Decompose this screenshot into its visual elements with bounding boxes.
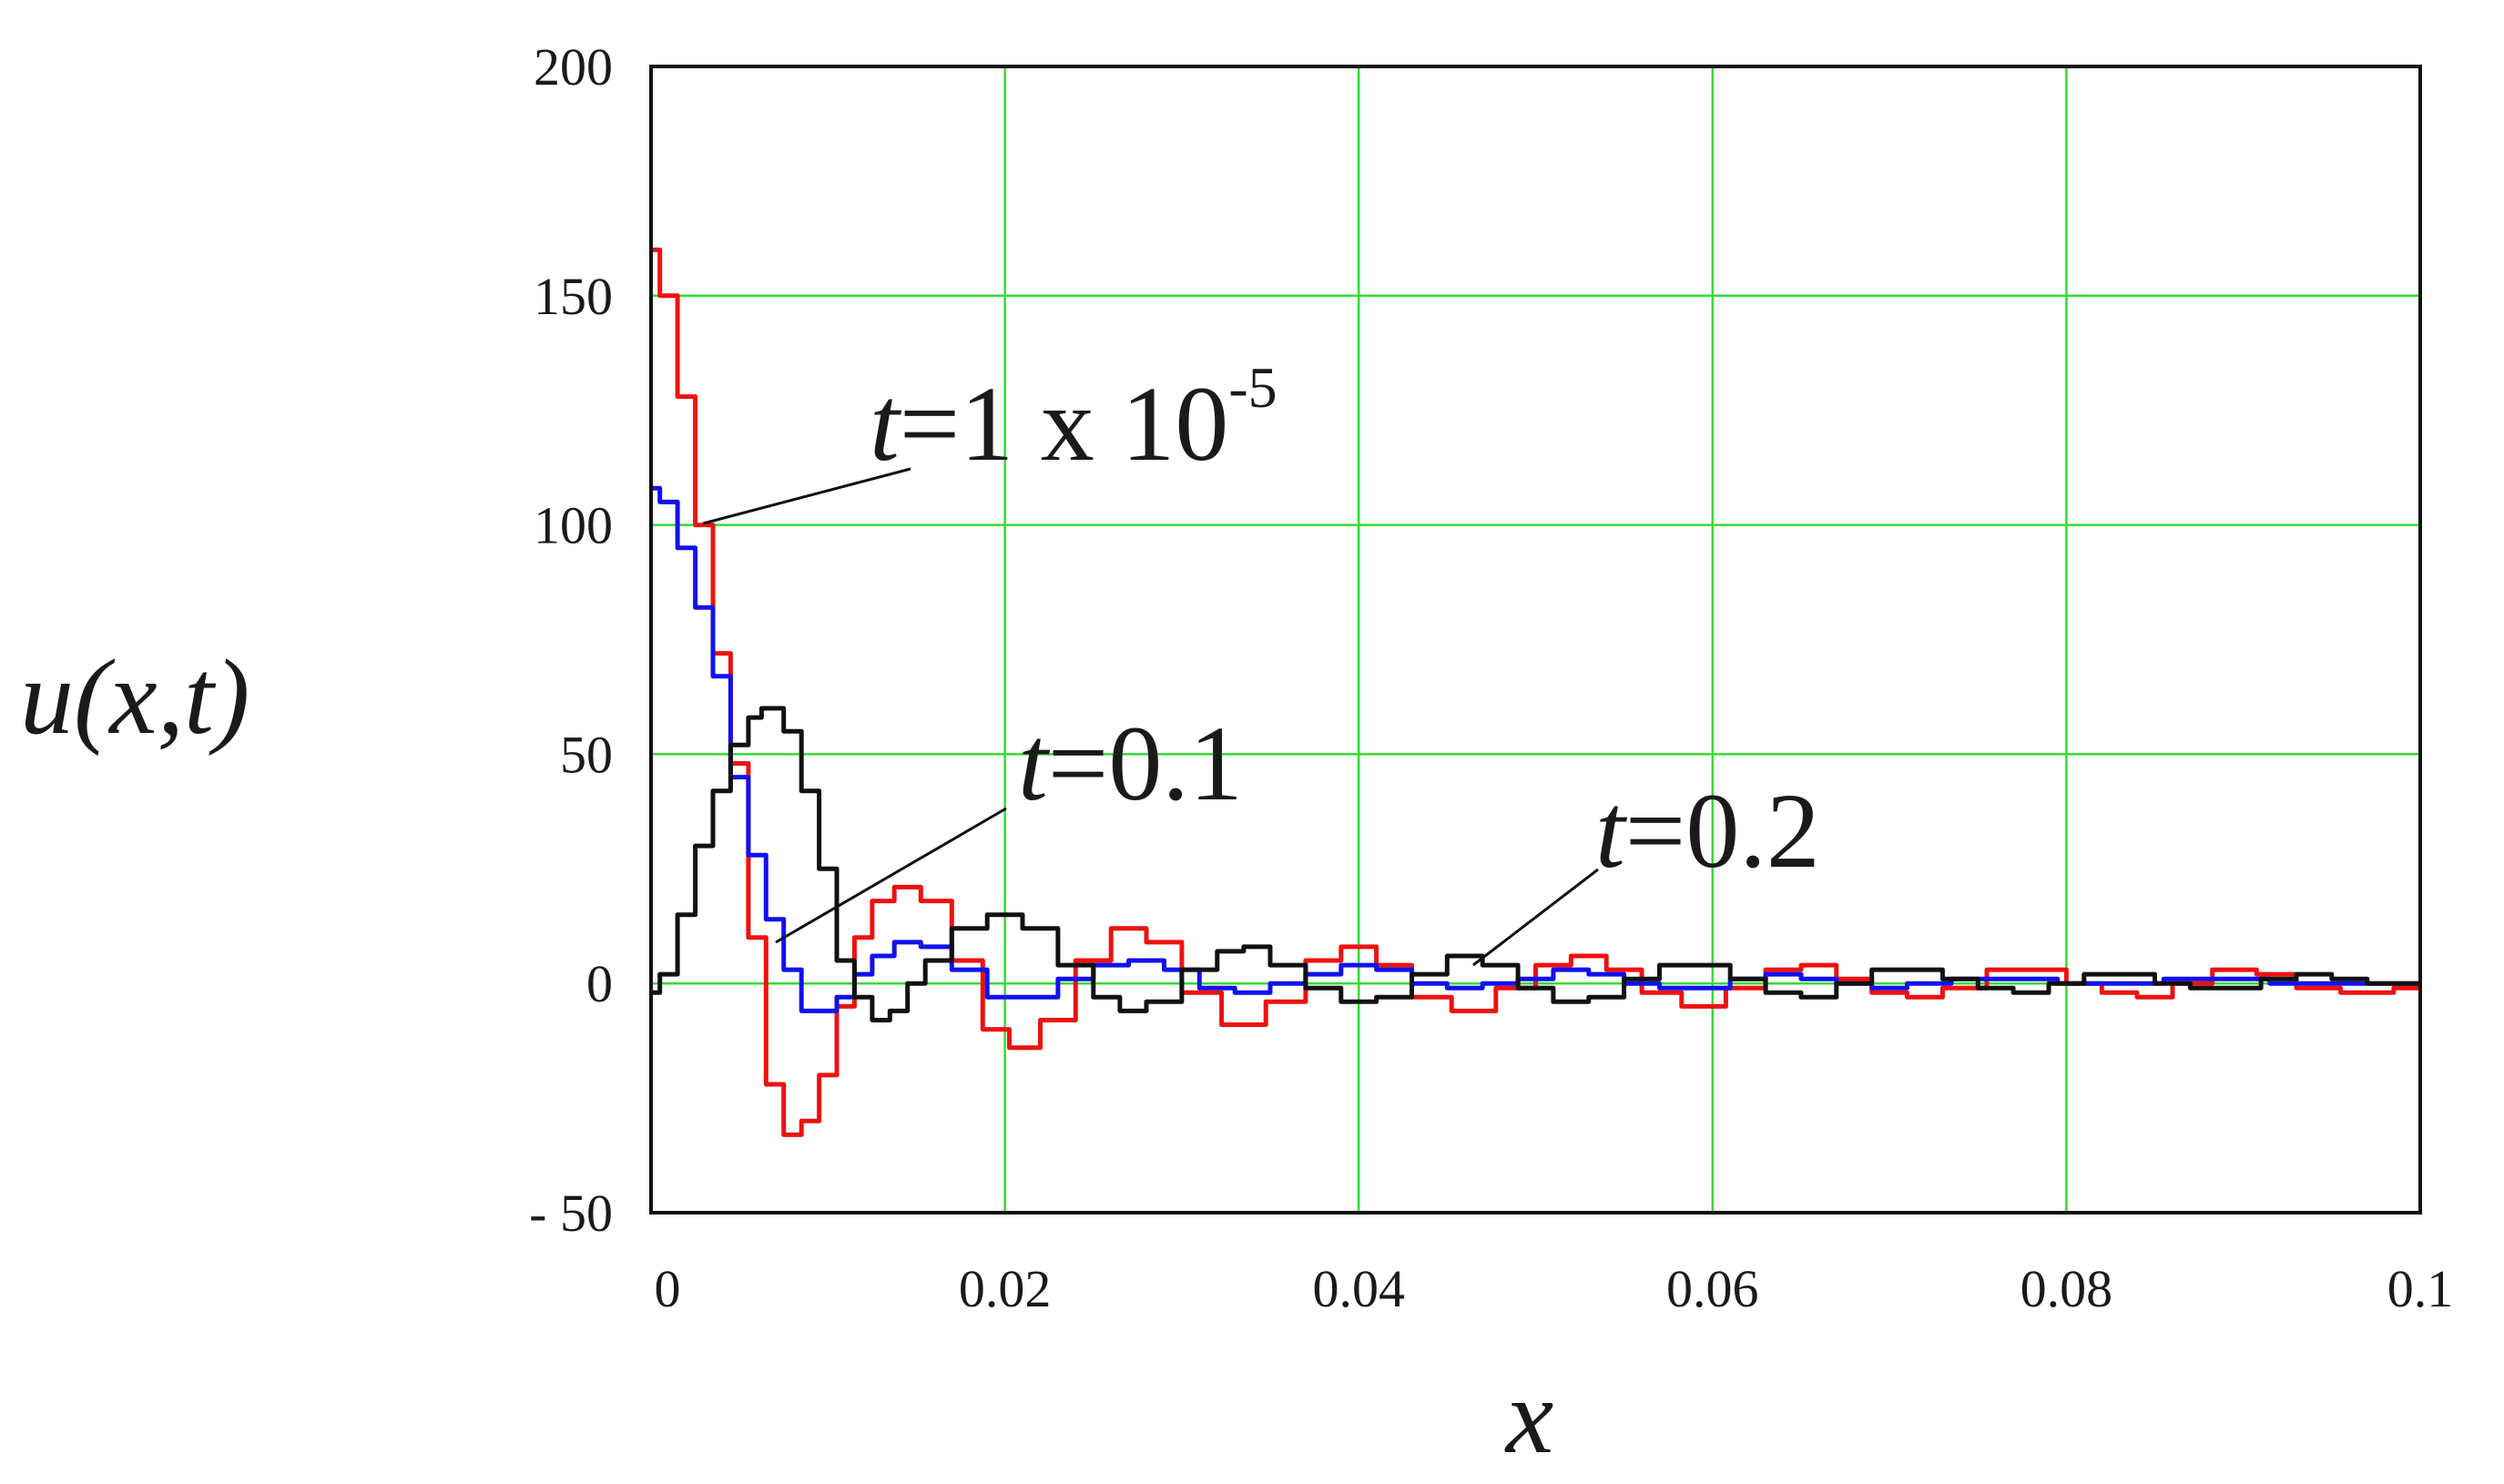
- y-tick-label: 0: [586, 954, 613, 1013]
- grid: [651, 66, 2420, 1213]
- annotation-t2-eq: =0.1: [1048, 704, 1243, 823]
- plot-frame: [649, 65, 2422, 1215]
- annotations: t=1 x 10-5 t=0.1 t=0.2: [702, 355, 1820, 967]
- series-group: [651, 247, 2420, 1137]
- series-line-red: [651, 247, 2420, 1137]
- y-tick-label: 200: [534, 37, 613, 97]
- annotation-t1-sup: -5: [1228, 355, 1277, 420]
- y-tick-labels: 200 150 100 50 0 - 50: [529, 37, 613, 1243]
- y-tick-label: 50: [560, 725, 613, 784]
- annotation-leader-t1: [702, 467, 911, 525]
- x-tick-label: 0: [655, 1259, 681, 1318]
- annotation-t1: t=1 x 10-5: [870, 355, 1277, 483]
- y-tick-label: 150: [534, 267, 613, 326]
- annotation-leader-t3: [1472, 868, 1599, 967]
- x-tick-label: 0.1: [2387, 1259, 2454, 1318]
- annotation-t2: t=0.1: [1018, 704, 1243, 823]
- annotation-leader-t2: [775, 807, 1007, 944]
- y-axis-label: u(x,t): [20, 637, 249, 757]
- series-line-black: [651, 706, 2420, 1022]
- y-tick-label: - 50: [529, 1184, 613, 1243]
- annotation-t1-var: t: [870, 364, 902, 483]
- x-tick-label: 0.04: [1312, 1259, 1405, 1318]
- y-tick-label: 100: [534, 496, 613, 555]
- annotation-t2-var: t: [1018, 704, 1051, 823]
- annotation-t3-eq: =0.2: [1625, 771, 1820, 890]
- annotation-t3-var: t: [1595, 771, 1628, 890]
- x-tick-label: 0.02: [959, 1259, 1052, 1318]
- series-line-blue: [651, 485, 2420, 1013]
- x-axis-label: x: [1504, 1357, 1553, 1476]
- annotation-t1-eq: =1 x 10: [900, 364, 1229, 483]
- annotation-t3: t=0.2: [1595, 771, 1820, 890]
- x-tick-label: 0.06: [1666, 1259, 1759, 1318]
- x-tick-labels: 0 0.02 0.04 0.06 0.08 0.1: [655, 1259, 2454, 1318]
- x-tick-label: 0.08: [2021, 1259, 2113, 1318]
